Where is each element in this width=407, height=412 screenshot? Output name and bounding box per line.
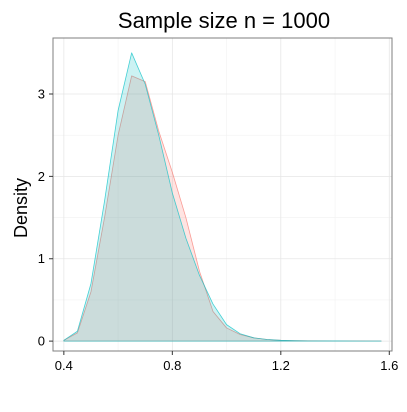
plot-panel bbox=[53, 38, 392, 351]
x-tick-label: 1.6 bbox=[380, 358, 398, 373]
chart-title: Sample size n = 1000 bbox=[118, 8, 330, 33]
x-tick-label: 0.4 bbox=[55, 358, 73, 373]
density-area-series-2 bbox=[63, 52, 382, 342]
x-tick-label: 1.2 bbox=[272, 358, 290, 373]
x-tick-label: 0.8 bbox=[163, 358, 181, 373]
y-tick-label: 1 bbox=[38, 251, 45, 266]
y-tick-label: 3 bbox=[38, 87, 45, 102]
y-tick-label: 2 bbox=[38, 169, 45, 184]
y-tick-label: 0 bbox=[38, 334, 45, 349]
plot-border bbox=[52, 37, 393, 352]
y-axis-label: Density bbox=[11, 178, 31, 238]
plot-area: 0.4 0.8 1.2 1.6 0 1 2 3 bbox=[38, 37, 398, 373]
